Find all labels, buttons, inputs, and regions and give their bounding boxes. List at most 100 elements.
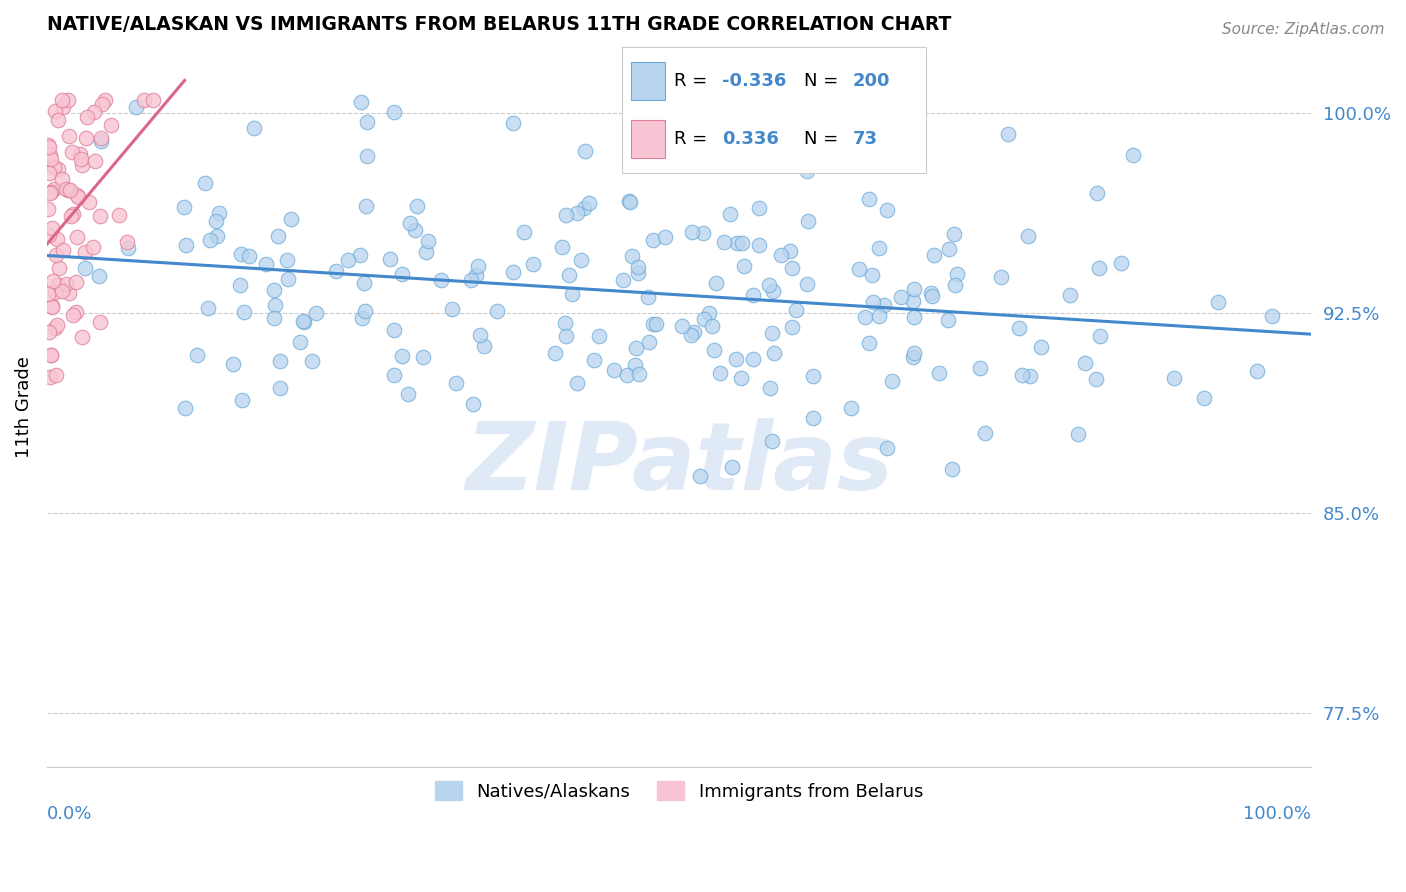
Point [384,105,406,120]
Point [770,248,793,262]
Point [58,184,80,198]
Point [569,253,592,268]
Point [868,241,890,255]
Point [1122,147,1144,161]
Point [862,268,884,283]
Point [561,287,583,301]
Point [759,381,782,395]
Point [461,397,484,411]
Point [115,235,138,249]
Point [720,459,742,474]
Point [276,252,298,267]
Point [1074,356,1097,370]
Point [858,335,880,350]
Point [890,290,912,304]
Point [763,345,786,359]
Point [920,285,942,300]
Point [464,268,486,282]
Point [761,326,783,341]
Point [76,110,98,124]
Point [356,114,378,128]
Point [51,284,73,298]
Point [73,244,96,259]
Point [803,410,825,425]
Point [1029,340,1052,354]
Point [404,222,426,236]
Point [89,315,111,329]
Point [38,227,60,242]
Point [797,213,820,227]
Point [356,149,378,163]
Point [75,131,97,145]
Point [391,267,413,281]
Point [1017,229,1039,244]
Point [44,285,66,299]
Point [709,367,731,381]
Point [45,368,67,383]
Point [380,252,402,266]
Point [699,306,721,320]
Point [623,358,645,372]
Point [474,338,496,352]
Point [46,232,69,246]
Point [51,171,73,186]
Point [627,266,650,280]
Text: Source: ZipAtlas.com: Source: ZipAtlas.com [1222,22,1385,37]
Point [142,93,165,107]
Point [853,310,876,324]
Point [290,334,312,349]
Point [41,348,63,362]
Point [70,330,93,344]
Point [60,145,83,159]
Point [173,200,195,214]
Point [741,287,763,301]
Point [232,305,254,319]
Point [415,244,437,259]
Point [848,261,870,276]
Point [619,194,641,208]
Point [267,229,290,244]
Point [1085,186,1108,200]
Point [56,183,79,197]
Point [990,270,1012,285]
Point [779,244,801,258]
Point [544,346,567,360]
Point [762,284,785,298]
Point [682,125,704,139]
Point [876,442,898,456]
Point [55,277,77,292]
Point [174,401,197,415]
Point [382,368,405,383]
Point [780,260,803,275]
Point [1085,372,1108,386]
Point [612,273,634,287]
Point [621,248,644,262]
Point [643,233,665,247]
Point [742,351,765,366]
Point [277,272,299,286]
Point [603,363,626,377]
Point [969,361,991,376]
Point [382,323,405,337]
Point [876,202,898,217]
Point [643,317,665,331]
Point [689,468,711,483]
Point [65,305,87,319]
Point [1067,426,1090,441]
Point [730,371,752,385]
Point [46,112,69,127]
Point [467,259,489,273]
Point [554,316,576,330]
Point [264,298,287,312]
Point [56,93,79,107]
Point [84,154,107,169]
Point [242,121,264,136]
Point [44,104,66,119]
Point [65,275,87,289]
Point [222,357,245,371]
Point [37,202,59,216]
Point [269,354,291,368]
Point [263,283,285,297]
Point [973,425,995,440]
Point [70,158,93,172]
